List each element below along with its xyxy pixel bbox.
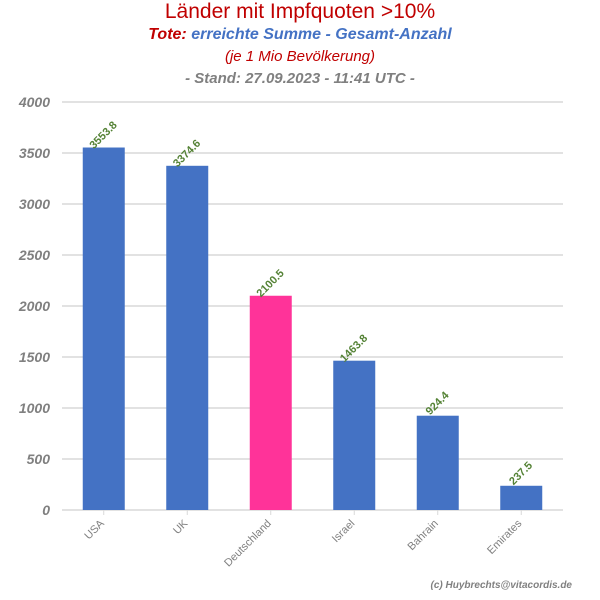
bar xyxy=(166,165,209,510)
data-label: 3553.8 xyxy=(87,119,119,151)
chart-unit: (je 1 Mio Bevölkerung) xyxy=(224,48,376,65)
chart-title: Länder mit Impfquoten >10% xyxy=(164,0,436,23)
chart-timestamp: - Stand: 27.09.2023 - 11:41 UTC - xyxy=(185,70,415,87)
data-label: 1463.8 xyxy=(338,332,370,364)
y-tick-label: 0 xyxy=(42,502,50,518)
bar xyxy=(333,360,376,510)
data-label: 2100.5 xyxy=(254,267,286,299)
x-tick-label: USA xyxy=(82,517,107,542)
chart-subtitle: Tote: erreichte Summe - Gesamt-Anzahl xyxy=(0,24,600,46)
bar xyxy=(500,485,543,510)
subtitle-text: erreichte Summe - Gesamt-Anzahl xyxy=(191,26,452,43)
x-tick-label: Emirates xyxy=(485,517,525,557)
bar xyxy=(249,295,292,510)
x-tick-label: Bahrain xyxy=(406,518,441,553)
y-tick-label: 3500 xyxy=(19,145,50,161)
bar xyxy=(82,147,125,511)
data-label: 237.5 xyxy=(507,460,535,488)
chart-header: Länder mit Impfquoten >10% Tote: erreich… xyxy=(0,0,600,90)
x-tick-label: Deutschland xyxy=(222,518,274,570)
x-tick-label: UK xyxy=(171,517,191,537)
subtitle-label: Tote: xyxy=(148,26,187,43)
copyright-credit: (c) Huybrechts@vitacordis.de xyxy=(430,580,572,591)
y-tick-label: 1000 xyxy=(19,400,50,416)
y-tick-label: 2000 xyxy=(18,298,50,314)
data-label: 924.4 xyxy=(424,389,453,418)
bar xyxy=(416,415,459,510)
y-tick-label: 3000 xyxy=(19,196,50,212)
y-tick-label: 2500 xyxy=(18,247,50,263)
y-tick-label: 500 xyxy=(27,451,51,467)
y-tick-label: 4000 xyxy=(18,94,50,110)
x-tick-label: Israel xyxy=(330,518,358,546)
y-tick-label: 1500 xyxy=(19,349,50,365)
